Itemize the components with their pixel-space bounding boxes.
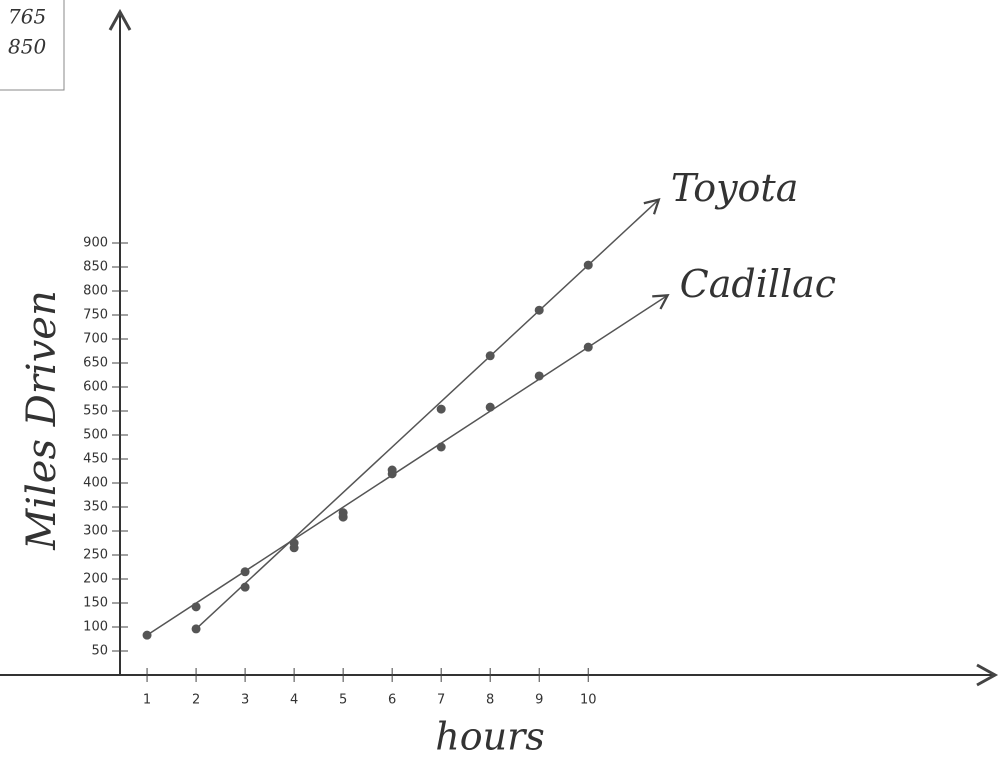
y-tick-label: 500 <box>83 428 108 443</box>
point <box>584 261 593 270</box>
x-tick-label: 9 <box>535 693 543 708</box>
x-tick-label: 10 <box>580 693 597 708</box>
annotation: 850 <box>8 35 46 59</box>
x-tick-label: 4 <box>290 693 298 708</box>
x-axis-label: hours <box>435 715 545 759</box>
x-tick-label: 5 <box>339 693 347 708</box>
x-tick-label: 1 <box>143 693 151 708</box>
point <box>584 343 593 352</box>
chart: 765 850 hours Miles Driven 5010015020025… <box>0 0 1002 762</box>
legend-label: Toyota <box>671 166 799 210</box>
x-tick-label: 6 <box>388 693 396 708</box>
y-tick-label: 200 <box>83 572 108 587</box>
x-tick-label: 8 <box>486 693 494 708</box>
y-tick-label: 600 <box>83 380 108 395</box>
point <box>535 371 544 380</box>
y-tick-label: 350 <box>83 500 108 515</box>
y-tick-label: 400 <box>83 476 108 491</box>
x-tick-label: 2 <box>192 693 200 708</box>
point <box>437 443 446 452</box>
x-tick-label: 3 <box>241 693 249 708</box>
point <box>486 351 495 360</box>
point <box>192 602 201 611</box>
y-tick-label: 550 <box>83 404 108 419</box>
annotation: 765 <box>8 5 46 29</box>
y-tick-label: 750 <box>83 308 108 323</box>
y-tick-label: 700 <box>83 332 108 347</box>
y-tick-label: 100 <box>83 620 108 635</box>
point <box>486 403 495 412</box>
x-tick-label: 7 <box>437 693 445 708</box>
point <box>388 466 397 475</box>
point <box>339 508 348 517</box>
y-tick-label: 250 <box>83 548 108 563</box>
y-tick-label: 150 <box>83 596 108 611</box>
y-tick-label: 650 <box>83 356 108 371</box>
point <box>143 631 152 640</box>
point <box>437 405 446 414</box>
y-tick-label: 300 <box>83 524 108 539</box>
point <box>290 539 299 548</box>
y-tick-label: 50 <box>91 644 108 659</box>
y-tick-label: 800 <box>83 284 108 299</box>
y-axis-label: Miles Driven <box>19 290 65 550</box>
point <box>535 306 544 315</box>
legend-label: Cadillac <box>680 262 836 306</box>
y-tick-label: 850 <box>83 260 108 275</box>
y-tick-label: 900 <box>83 236 108 251</box>
y-tick-label: 450 <box>83 452 108 467</box>
point <box>241 567 250 576</box>
point <box>241 583 250 592</box>
point <box>192 624 201 633</box>
